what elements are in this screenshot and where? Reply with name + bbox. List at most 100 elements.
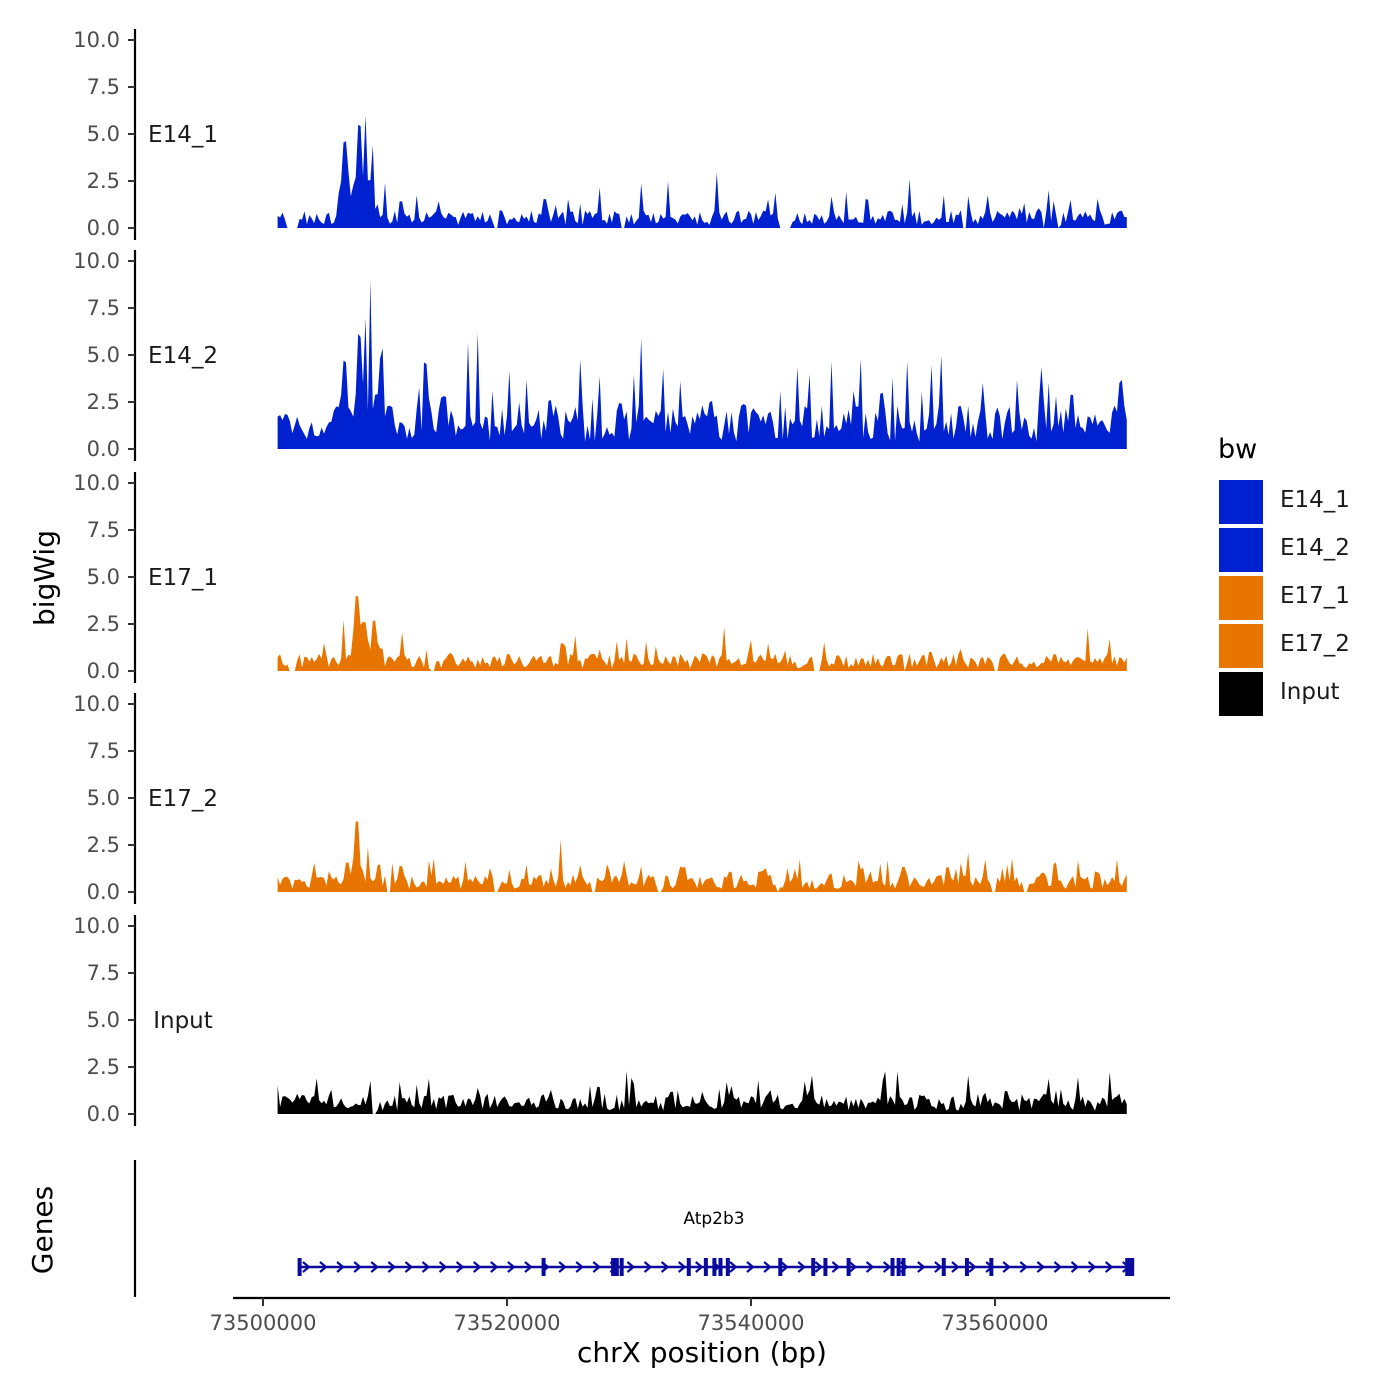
y-tick-label: 0.0 — [87, 880, 120, 904]
signal-area — [277, 1071, 1127, 1114]
strand-arrow — [1053, 1261, 1063, 1273]
strand-arrow — [626, 1261, 636, 1273]
y-tick-label: 10.0 — [73, 471, 120, 495]
exon — [811, 1258, 816, 1276]
exon — [823, 1258, 828, 1276]
exon — [703, 1258, 708, 1276]
strand-arrow — [524, 1261, 533, 1273]
signal-area — [277, 115, 1127, 228]
exon — [890, 1258, 895, 1276]
y-tick-label: 7.5 — [87, 739, 120, 763]
legend: bw E14_1 E14_2 E17_1 E17_2 Input — [1218, 432, 1378, 718]
strand-arrow — [319, 1261, 328, 1273]
y-tick-label: 5.0 — [87, 565, 120, 589]
legend-label: Input — [1280, 679, 1340, 705]
legend-label: E17_2 — [1280, 631, 1350, 657]
exon — [989, 1258, 994, 1276]
legend-item-e17-1: E17_1 — [1218, 574, 1378, 622]
strand-arrow — [1002, 1261, 1011, 1273]
strand-arrow — [643, 1261, 653, 1273]
x-tick-label: 73500000 — [210, 1311, 317, 1335]
exon — [1125, 1258, 1135, 1276]
signal-area — [277, 595, 1127, 671]
strand-arrow — [865, 1261, 875, 1273]
exon — [611, 1258, 616, 1276]
strand-arrow — [660, 1261, 670, 1273]
legend-swatch — [1219, 576, 1263, 620]
exon — [614, 1258, 619, 1276]
track-label: Input — [153, 1008, 213, 1034]
x-tick-label: 73520000 — [454, 1311, 561, 1335]
y-tick-label: 10.0 — [73, 914, 120, 938]
x-tick-label: 73540000 — [698, 1311, 805, 1335]
legend-swatch — [1219, 480, 1263, 524]
y-tick-label: 7.5 — [87, 961, 120, 985]
strand-arrow — [1036, 1261, 1046, 1273]
x-axis-title: chrX position (bp) — [577, 1336, 827, 1369]
strand-arrow — [1104, 1261, 1114, 1273]
exon — [964, 1258, 969, 1276]
strand-arrow — [814, 1261, 824, 1273]
strand-arrow — [404, 1261, 414, 1273]
legend-swatch — [1219, 528, 1263, 572]
track-label: E17_2 — [148, 786, 218, 812]
y-tick-label: 2.5 — [87, 833, 120, 857]
legend-swatch — [1219, 624, 1263, 668]
exon — [619, 1258, 624, 1276]
y-tick-label: 0.0 — [87, 1102, 120, 1126]
gene-track: Atp2b3 — [133, 1160, 1135, 1297]
strand-arrow — [780, 1261, 789, 1273]
strand-arrow — [370, 1261, 379, 1273]
exon — [541, 1258, 546, 1276]
y-tick-label: 5.0 — [87, 786, 120, 810]
strand-arrow — [490, 1261, 499, 1273]
legend-label: E14_2 — [1280, 535, 1350, 561]
track-input: 0.0 2.5 5.0 7.5 10.0 Input — [73, 914, 1127, 1126]
legend-swatch — [1219, 672, 1263, 716]
exon — [846, 1258, 851, 1276]
y-tick-label: 7.5 — [87, 75, 120, 99]
track-e17-2: 0.0 2.5 5.0 7.5 10.0 E17_2 — [73, 692, 1127, 904]
y-tick-label: 10.0 — [73, 28, 120, 52]
strand-arrow — [1019, 1261, 1028, 1273]
y-tick-label: 10.0 — [73, 692, 120, 716]
strand-arrow — [763, 1261, 772, 1273]
legend-item-e17-2: E17_2 — [1218, 622, 1378, 670]
tracks-layer: 0.0 2.5 5.0 7.5 10.0 E14_1 0.0 2.5 5.0 7.5 10.0 E14… — [73, 28, 1127, 1126]
y-tick-label: 5.0 — [87, 1008, 120, 1032]
legend-label: E17_1 — [1280, 583, 1350, 609]
strand-arrow — [848, 1261, 858, 1273]
track-label: E17_1 — [148, 565, 218, 591]
track-label: E14_1 — [148, 122, 218, 148]
legend-item-e14-2: E14_2 — [1218, 526, 1378, 574]
strand-arrow — [797, 1261, 806, 1273]
track-e17-1: 0.0 2.5 5.0 7.5 10.0 E17_1 — [73, 471, 1127, 683]
strand-arrow — [507, 1261, 516, 1273]
genes-axis-title: Genes — [26, 1186, 59, 1274]
x-tick-label: 73560000 — [942, 1311, 1049, 1335]
strand-arrow — [336, 1261, 345, 1273]
exon — [896, 1258, 901, 1276]
strand-arrow — [1087, 1261, 1097, 1273]
strand-arrow — [934, 1261, 943, 1273]
exon — [901, 1258, 906, 1276]
y-tick-label: 0.0 — [87, 659, 120, 683]
strand-arrow — [421, 1261, 431, 1273]
strand-arrow — [438, 1261, 448, 1273]
y-tick-label: 7.5 — [87, 518, 120, 542]
track-e14-2: 0.0 2.5 5.0 7.5 10.0 E14_2 — [73, 249, 1127, 461]
signal-area — [277, 280, 1127, 449]
legend-items: E14_1 E14_2 E17_1 E17_2 Input — [1218, 478, 1378, 718]
y-tick-label: 2.5 — [87, 1055, 120, 1079]
legend-label: E14_1 — [1280, 487, 1350, 513]
y-axis-title: bigWig — [28, 530, 61, 626]
strand-arrow — [575, 1261, 584, 1273]
x-axis: 73500000 73520000 73540000 73560000 — [210, 1296, 1170, 1335]
y-tick-label: 5.0 — [87, 343, 120, 367]
exon — [725, 1258, 730, 1276]
gene-name-label: Atp2b3 — [683, 1209, 744, 1229]
exon — [718, 1258, 723, 1276]
strand-arrow — [746, 1261, 755, 1273]
